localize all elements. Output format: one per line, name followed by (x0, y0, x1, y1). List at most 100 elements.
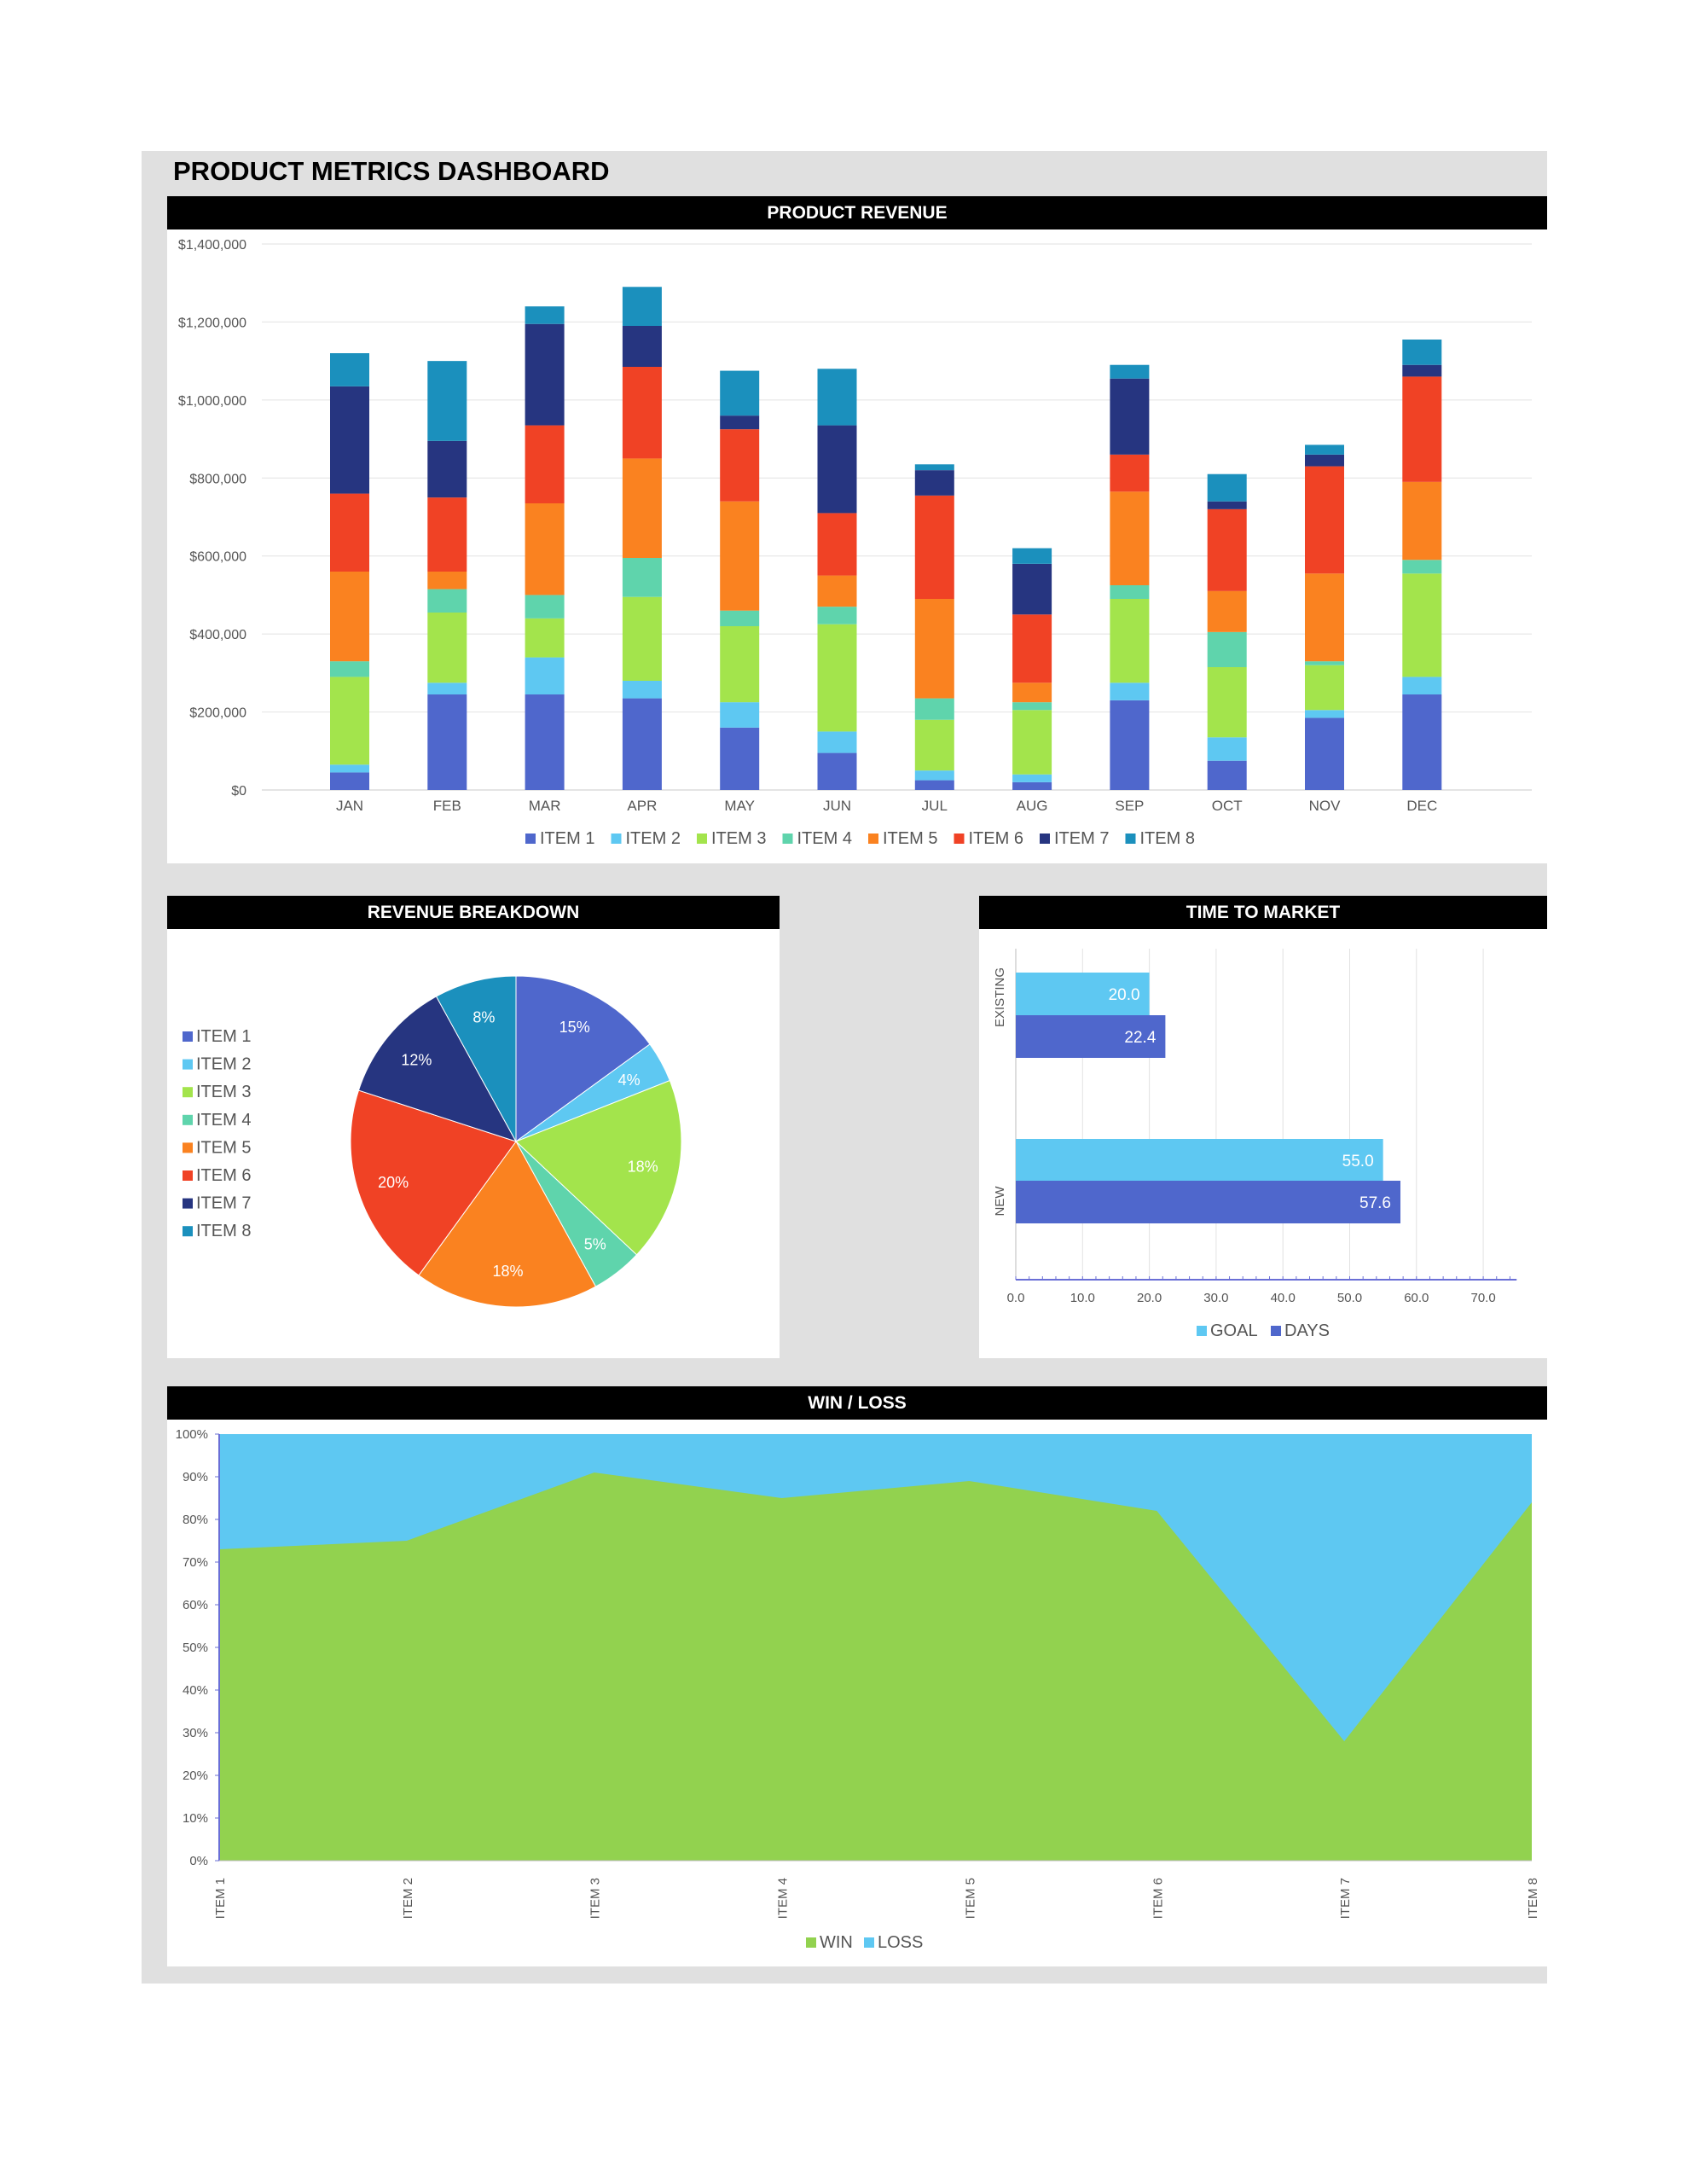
revenue-bar-segment (1402, 376, 1442, 482)
winloss-x-tick: ITEM 5 (963, 1878, 977, 1919)
revenue-legend-swatch (782, 834, 793, 844)
revenue-title: PRODUCT REVENUE (167, 196, 1547, 229)
revenue-bar-segment (720, 415, 760, 430)
revenue-y-tick: $400,000 (189, 628, 246, 642)
winloss-y-tick: 40% (183, 1683, 208, 1698)
revenue-bar-segment (1305, 454, 1344, 467)
revenue-x-tick: APR (627, 798, 657, 814)
revenue-bar-segment (525, 503, 565, 595)
winloss-legend-label: LOSS (878, 1933, 923, 1952)
ttm-bar (1016, 1181, 1401, 1223)
pie-legend-swatch (183, 1031, 193, 1042)
pie-value-label: 15% (559, 1019, 590, 1036)
revenue-bar-segment (622, 287, 662, 326)
revenue-bar-segment (525, 425, 565, 503)
revenue-legend-label: ITEM 8 (1140, 829, 1195, 848)
revenue-x-tick: FEB (433, 798, 461, 814)
revenue-x-tick: JAN (336, 798, 363, 814)
winloss-y-tick: 70% (183, 1555, 208, 1570)
winloss-y-tick: 80% (183, 1513, 208, 1527)
ttm-x-tick: 60.0 (1404, 1291, 1429, 1305)
revenue-bar-segment (330, 353, 369, 386)
revenue-y-tick: $0 (231, 784, 246, 799)
revenue-legend-label: ITEM 5 (883, 829, 937, 848)
revenue-panel: PRODUCT REVENUE $0 $200,000 $400,000 $600,0… (167, 196, 1547, 863)
winloss-x-tick: ITEM 1 (213, 1878, 228, 1919)
revenue-bar-segment (914, 770, 954, 781)
revenue-bar-segment (1207, 508, 1247, 591)
winloss-y-tick: 20% (183, 1769, 208, 1783)
revenue-bar-segment (622, 326, 662, 367)
revenue-bar-segment (1207, 667, 1247, 738)
revenue-bar-segment (525, 694, 565, 790)
revenue-y-tick: $600,000 (189, 550, 246, 565)
revenue-bar-segment (720, 429, 760, 502)
ttm-x-tick: 70.0 (1470, 1291, 1495, 1305)
revenue-y-tick: $1,000,000 (178, 394, 246, 409)
revenue-bar-segment (1012, 563, 1052, 615)
revenue-legend-swatch (1125, 834, 1136, 844)
ttm-bar (1016, 1139, 1383, 1182)
revenue-x-tick: MAY (724, 798, 755, 814)
revenue-bar-segment (427, 694, 467, 790)
revenue-legend-swatch (697, 834, 707, 844)
revenue-legend-swatch (525, 834, 536, 844)
revenue-bar-segment (817, 369, 857, 426)
revenue-bar-segment (1110, 491, 1150, 585)
pie-legend-swatch (183, 1087, 193, 1098)
pie-legend-label: ITEM 8 (196, 1222, 251, 1240)
revenue-bar-segment (427, 589, 467, 613)
revenue-bar-segment (427, 440, 467, 498)
revenue-bar-segment (1012, 774, 1052, 782)
revenue-bar-segment (1305, 573, 1344, 662)
pie-legend-label: ITEM 2 (196, 1055, 251, 1074)
winloss-legend-swatch (864, 1937, 874, 1948)
winloss-chart: 0% 10% 20% 30% 40% 50% 60% 70% 80% 90% 100% ITEM 1 I… (176, 1427, 1540, 1952)
revenue-bar-segment (330, 772, 369, 790)
revenue-bar-segment (525, 323, 565, 426)
revenue-legend-swatch (1040, 834, 1050, 844)
revenue-bar-segment (330, 386, 369, 494)
revenue-bar-segment (1207, 590, 1247, 632)
revenue-bar-segment (817, 425, 857, 514)
pie-slice (357, 996, 518, 1142)
pie-value-label: 18% (492, 1263, 523, 1280)
winloss-y-tick: 30% (183, 1726, 208, 1740)
pie-legend-label: ITEM 5 (196, 1138, 251, 1157)
pie-slice (515, 975, 651, 1142)
ttm-bar-label: 22.4 (1124, 1029, 1156, 1047)
revenue-bar-segment (525, 618, 565, 658)
revenue-bar-segment (330, 677, 369, 765)
pie-legend-swatch (183, 1114, 193, 1125)
revenue-bar-segment (427, 572, 467, 590)
revenue-y-tick: $1,200,000 (178, 316, 246, 330)
revenue-bar-segment (720, 727, 760, 790)
winloss-y-tick: 0% (189, 1854, 208, 1868)
revenue-x-tick: DEC (1406, 798, 1437, 814)
pie-slice (350, 1089, 517, 1276)
ttm-bar (1016, 973, 1150, 1015)
revenue-legend-swatch (611, 834, 622, 844)
revenue-legend-label: ITEM 4 (797, 829, 852, 848)
revenue-legend-label: ITEM 2 (626, 829, 681, 848)
revenue-legend-label: ITEM 3 (711, 829, 766, 848)
revenue-bar-segment (427, 613, 467, 683)
pie-legend-label: ITEM 3 (196, 1083, 251, 1101)
revenue-bar-segment (330, 493, 369, 572)
revenue-bar-segment (525, 657, 565, 694)
revenue-bar-segment (1012, 702, 1052, 711)
revenue-bar-segment (1402, 340, 1442, 365)
pie-legend-label: ITEM 7 (196, 1194, 251, 1213)
revenue-bar-segment (817, 513, 857, 576)
winloss-panel: WIN / LOSS 0% 10% 20% 30% 40% 50% 60% 70% 80% 90%… (167, 1386, 1547, 1966)
ttm-legend-label: DAYS (1284, 1321, 1330, 1340)
revenue-bar-segment (914, 719, 954, 771)
winloss-legend-swatch (806, 1937, 816, 1948)
pie-value-label: 4% (618, 1072, 641, 1089)
revenue-bar-segment (1110, 364, 1150, 379)
revenue-bar-segment (914, 599, 954, 699)
ttm-x-tick: 20.0 (1137, 1291, 1162, 1305)
revenue-bar-segment (1110, 682, 1150, 700)
winloss-legend-label: WIN (820, 1933, 853, 1952)
dashboard-title: PRODUCT METRICS DASHBOARD (173, 156, 610, 186)
